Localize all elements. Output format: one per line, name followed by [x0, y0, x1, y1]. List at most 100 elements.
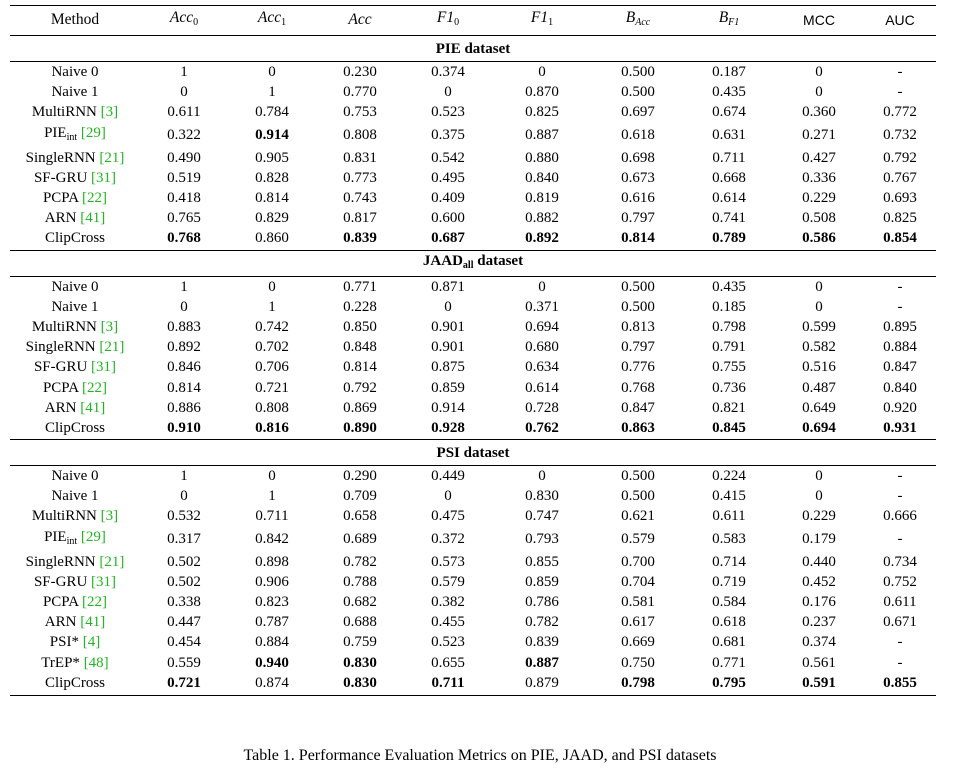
citation-link[interactable]: [21]	[99, 149, 125, 166]
value-cell: 0.382	[431, 594, 465, 611]
value-cell: 0.814	[255, 190, 289, 207]
value-cell: 0.892	[492, 228, 592, 251]
header-bf1: BF1	[684, 5, 774, 36]
value-cell: 0.230	[343, 64, 377, 81]
table-row: PCPA [22] 0.814 0.721 0.792 0.859 0.614 0.768 0…	[10, 377, 936, 397]
citation-link[interactable]: [41]	[80, 399, 106, 416]
method-cell: SF-GRU [31]	[33, 573, 117, 590]
method-cell: Naive 1	[51, 488, 99, 505]
table-caption: Table 1. Performance Evaluation Metrics …	[243, 747, 717, 764]
value-cell: 0.338	[167, 594, 201, 611]
value-cell: 0.674	[712, 104, 746, 121]
value-cell: -	[897, 654, 903, 671]
value-cell: 0.229	[802, 508, 836, 525]
value-cell: -	[897, 531, 903, 548]
value-cell: -	[897, 634, 903, 651]
value-cell: 1	[180, 468, 188, 485]
value-cell: 0.500	[621, 488, 655, 505]
value-cell: -	[897, 468, 903, 485]
citation-link[interactable]: [48]	[83, 654, 109, 671]
value-cell: 0.829	[255, 210, 289, 227]
table-row: ClipCross 0.721 0.874 0.830 0.711 0.879 0.798 0…	[10, 673, 936, 693]
value-cell: 0.559	[167, 654, 201, 671]
value-cell: 0.600	[431, 210, 465, 227]
citation-link[interactable]: [29]	[77, 528, 106, 545]
citation-link[interactable]: [31]	[91, 169, 117, 186]
value-cell: 0.767	[883, 169, 917, 186]
value-cell: 0.882	[525, 210, 559, 227]
citation-link[interactable]: [41]	[80, 614, 106, 631]
value-cell: 0.694	[774, 417, 864, 440]
value-cell: 0.768	[621, 379, 655, 396]
citation-link[interactable]: [22]	[82, 379, 108, 396]
value-cell: 0.839	[525, 634, 559, 651]
value-cell: 0.435	[712, 278, 746, 295]
value-cell: 0.573	[431, 553, 465, 570]
citation-link[interactable]: [31]	[91, 573, 117, 590]
value-cell: 0.591	[802, 674, 836, 691]
value-cell: 0.449	[431, 468, 465, 485]
header-acc: Acc	[316, 5, 404, 36]
citation-link[interactable]: [41]	[80, 210, 106, 227]
value-cell: 0.816	[228, 417, 316, 440]
value-cell: 0.813	[621, 318, 655, 335]
citation-link[interactable]: [4]	[82, 634, 101, 651]
citation-link[interactable]: [21]	[99, 339, 125, 356]
citation-link[interactable]: [22]	[82, 190, 108, 207]
value-cell: 0.435	[712, 84, 746, 101]
value-cell: 0.765	[167, 210, 201, 227]
value-cell: 0.788	[343, 573, 377, 590]
value-cell: 0.859	[525, 573, 559, 590]
value-cell: 0.721	[255, 379, 289, 396]
table-row: Naive 1 0 1 0.770 0 0.870 0.500 0.435 0 -	[10, 82, 936, 102]
section-title: PIE dataset	[10, 35, 936, 62]
value-cell: 0.579	[621, 531, 655, 548]
value-cell: 0	[538, 468, 546, 485]
value-cell: 0.819	[525, 190, 559, 207]
value-cell: 0.847	[883, 359, 917, 376]
value-cell: 0.906	[255, 573, 289, 590]
value-cell: 0.792	[883, 149, 917, 166]
value-cell: 0.808	[343, 127, 377, 144]
value-cell: 0.500	[621, 298, 655, 315]
value-cell: -	[897, 488, 903, 505]
value-cell: 0.887	[525, 127, 559, 144]
table-row: SingleRNN [21] 0.502 0.898 0.782 0.573 0.855 0…	[10, 552, 936, 572]
method-cell: ARN [41]	[44, 399, 106, 416]
value-cell: 0.711	[712, 149, 746, 166]
value-cell: 0.850	[343, 318, 377, 335]
value-cell: 0.179	[802, 531, 836, 548]
method-cell: Naive 1	[51, 298, 99, 315]
method-cell: ClipCross	[10, 417, 140, 440]
value-cell: 0	[815, 488, 823, 505]
value-cell: 0.228	[343, 298, 377, 315]
value-cell: 0.883	[167, 318, 201, 335]
header-acc0: Acc0	[140, 5, 228, 36]
section-title: JAADall dataset	[10, 250, 936, 277]
value-cell: 0.863	[592, 417, 684, 440]
value-cell: 0.336	[802, 169, 836, 186]
value-cell: 0.784	[255, 104, 289, 121]
table-row: MultiRNN [3] 0.532 0.711 0.658 0.475 0.747 0.6…	[10, 506, 936, 526]
table-row: SF-GRU [31] 0.519 0.828 0.773 0.495 0.840 0.67…	[10, 168, 936, 188]
citation-link[interactable]: [3]	[100, 508, 119, 525]
value-cell: 0.519	[167, 169, 201, 186]
header-f10: F10	[404, 5, 492, 36]
citation-link[interactable]: [31]	[91, 359, 117, 376]
value-cell: 0	[268, 468, 276, 485]
citation-link[interactable]: [3]	[100, 318, 119, 335]
value-cell: 0.728	[525, 399, 559, 416]
citation-link[interactable]: [21]	[99, 553, 125, 570]
citation-link[interactable]: [22]	[82, 594, 108, 611]
citation-link[interactable]: [3]	[100, 104, 119, 121]
value-cell: 0.711	[431, 674, 465, 691]
citation-link[interactable]: [29]	[77, 124, 106, 141]
value-cell: 0.322	[167, 127, 201, 144]
value-cell: -	[897, 84, 903, 101]
value-cell: 0	[444, 298, 452, 315]
header-bacc: BAcc	[592, 5, 684, 36]
value-cell: 0.447	[167, 614, 201, 631]
value-cell: 0.702	[255, 339, 289, 356]
value-cell: 0.704	[621, 573, 655, 590]
value-cell: 0.762	[492, 417, 592, 440]
